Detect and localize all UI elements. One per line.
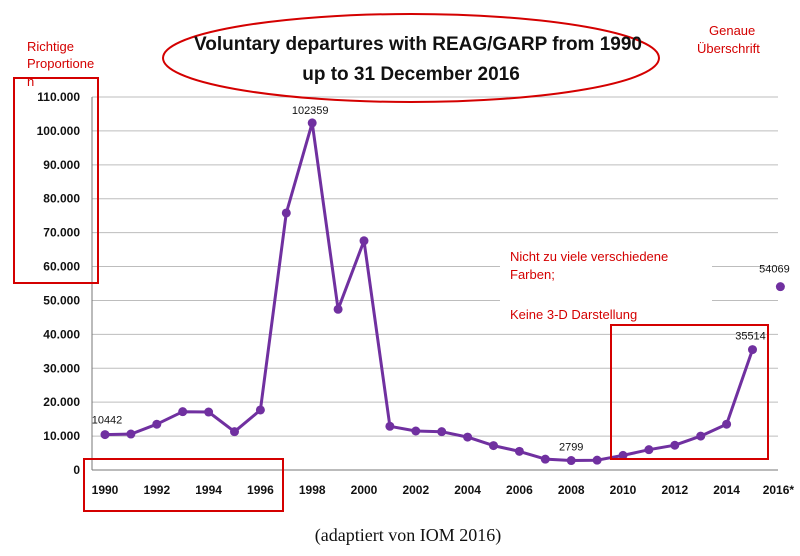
data-point [540,454,550,464]
data-point [489,441,498,451]
proportion-note-line2: Proportione [27,56,94,71]
data-point [333,304,343,314]
data-label: 102359 [292,105,329,117]
y-tick-label: 20.000 [43,395,80,409]
axes [91,97,778,471]
gridlines [92,96,778,437]
y-tick-labels: 0 10.000 20.000 30.000 40.000 50.000 60.000 70.… [37,90,81,477]
data-point [359,236,369,246]
proportion-note-line1: Richtige [27,39,74,54]
series-line [104,121,754,462]
y-tick-label: 30.000 [43,361,80,375]
data-label: 35514 [735,331,766,343]
colors-note-line2: Farben; [510,267,555,282]
x-tick-label: 2002 [402,483,429,497]
y-tick-label: 100.000 [37,124,81,138]
x-tick-label: 2000 [351,483,378,497]
y-tick-label: 50.000 [43,293,80,307]
source-caption: (adaptiert von IOM 2016) [315,525,501,546]
y-tick-label: 10.000 [43,429,80,443]
data-point [748,345,757,355]
series-line-path [104,121,754,462]
colors-note-line1: Nicht zu viele verschiedene [510,249,668,264]
recent-years-highlight-box [610,324,769,460]
y-tick-label: 70.000 [43,226,80,240]
data-point [696,431,706,441]
heading-note-line1: Genaue [709,23,755,38]
three-d-note: Keine 3-D Darstellung [510,307,637,322]
data-point [722,419,732,429]
heading-note-line2: Überschrift [697,41,760,56]
data-labels: 10442 102359 2799 35514 54069 [92,105,790,454]
x-tick-label: 2014 [713,483,740,497]
data-point [463,432,473,442]
x-tick-label: 1992 [143,483,170,497]
x-tick-label: 2006 [506,483,533,497]
x-tick-label: 2008 [558,483,585,497]
x-axis-highlight-box [83,458,284,512]
y-tick-label: 0 [73,463,80,477]
data-point [670,440,680,450]
y-tick-label: 90.000 [43,158,80,172]
data-point [152,419,162,429]
y-axis-highlight-box [13,77,99,284]
data-point [126,429,136,439]
data-point [514,446,524,456]
data-point [230,427,239,437]
x-tick-label: 1998 [299,483,326,497]
x-tick-label: 1996 [247,483,274,497]
x-tick-label: 2012 [661,483,688,497]
data-label: 54069 [759,264,790,276]
data-point [281,208,291,218]
y-tick-label: 110.000 [37,90,80,104]
x-tick-label: 2004 [454,483,481,497]
data-point [411,426,421,436]
x-tick-label: 2016* [763,483,795,497]
chart-title-line2: up to 31 December 2016 [302,64,520,85]
title-ellipse [162,13,660,103]
data-point [178,407,188,417]
x-tick-label: 1994 [195,483,222,497]
data-point [592,455,602,465]
proportion-note-line3: n [27,74,34,89]
data-point [618,450,628,460]
chart-title-line1: Voluntary departures with REAG/GARP from… [194,34,642,55]
data-point [204,407,214,417]
x-tick-labels: 1990 1992 1994 1996 1998 2000 2002 2004 2006 2008… [92,483,795,497]
x-tick-label: 1990 [92,483,119,497]
y-tick-label: 80.000 [43,192,80,206]
data-label: 10442 [92,415,123,427]
data-point [255,405,265,415]
data-point [437,427,447,437]
data-point [566,456,576,466]
data-point [644,445,654,455]
data-point [307,118,317,128]
y-tick-label: 60.000 [43,260,80,274]
data-points [100,118,785,466]
y-tick-label: 40.000 [43,327,80,341]
data-point-2016 [775,282,785,292]
data-label: 2799 [559,442,583,454]
data-point [385,421,395,431]
data-point [100,430,110,440]
x-tick-label: 2010 [610,483,637,497]
